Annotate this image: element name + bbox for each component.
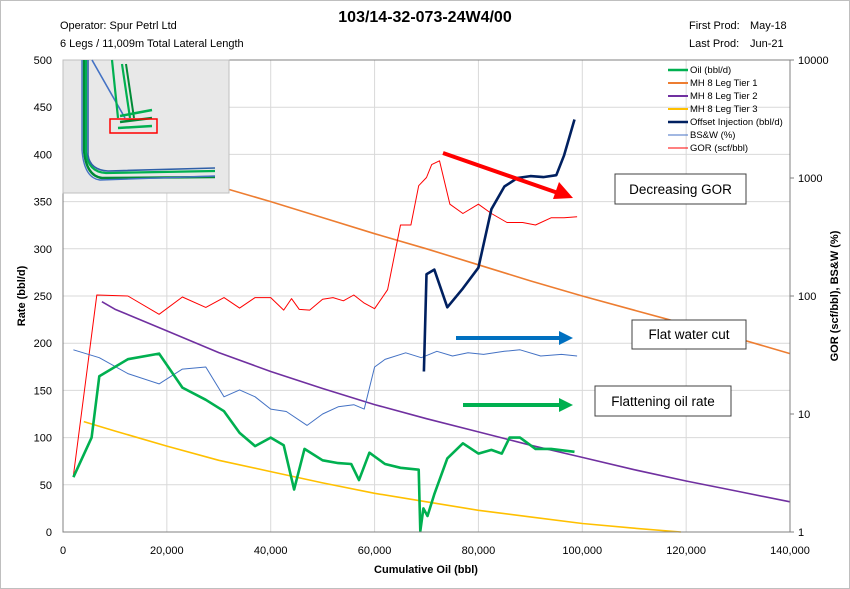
x-axis-label: Cumulative Oil (bbl) (374, 564, 478, 576)
legend-oil: Oil (bbl/d) (690, 65, 731, 76)
legend-injection: Offset Injection (bbl/d) (690, 117, 783, 128)
y2-tick-label: 100 (798, 291, 816, 303)
flattening-oil-text: Flattening oil rate (611, 394, 715, 409)
y-tick-label: 250 (34, 291, 52, 303)
x-tick-label: 20,000 (150, 545, 184, 557)
y2-tick-label: 10000 (798, 55, 829, 67)
y2-axis-label: GOR (scf/bbl), BS&W (%) (829, 230, 841, 361)
last-prod-label: Last Prod: (689, 38, 740, 50)
legend-gor: GOR (scf/bbl) (690, 143, 748, 154)
legend-tier2: MH 8 Leg Tier 2 (690, 91, 758, 102)
operator-label: Operator: Spur Petrl Ltd (60, 20, 177, 32)
series-line-bsw (73, 349, 578, 426)
decreasing-gor-text: Decreasing GOR (629, 182, 732, 197)
y-tick-label: 50 (40, 480, 52, 492)
decreasing-gor-arrowhead (553, 182, 573, 199)
x-tick-label: 120,000 (666, 545, 706, 557)
y-tick-label: 150 (34, 385, 52, 397)
flat-water-cut-note: Flat water cut (631, 319, 747, 350)
well-schematic-inset (62, 59, 230, 194)
series-layer (72, 119, 791, 533)
series-line-tier2 (101, 301, 791, 503)
y-tick-label: 350 (34, 197, 52, 209)
flattening-oil-arrowhead (559, 398, 573, 412)
x-tick-label: 140,000 (770, 545, 810, 557)
last-prod-value: Jun-21 (750, 38, 784, 50)
y-tick-label: 300 (34, 244, 52, 256)
flattening-oil-note: Flattening oil rate (594, 385, 732, 417)
y2-tick-label: 1000 (798, 173, 822, 185)
decreasing-gor-note: Decreasing GOR (614, 173, 747, 205)
y-tick-label: 100 (34, 433, 52, 445)
x-tick-label: 0 (60, 545, 66, 557)
y-axis-label: Rate (bbl/d) (16, 265, 28, 326)
y-tick-label: 0 (46, 527, 52, 539)
first-prod-value: May-18 (750, 20, 787, 32)
chart-title: 103/14-32-073-24W4/00 (338, 9, 512, 26)
y-tick-label: 200 (34, 338, 52, 350)
y2-tick-label: 1 (798, 527, 804, 539)
x-tick-label: 40,000 (254, 545, 288, 557)
legend-tier3: MH 8 Leg Tier 3 (690, 104, 758, 115)
series-line-oil (72, 352, 575, 533)
decreasing-gor-arrow (442, 151, 559, 195)
x-tick-label: 100,000 (562, 545, 602, 557)
first-prod-label: First Prod: (689, 20, 740, 32)
y-tick-label: 400 (34, 149, 52, 161)
series-line-tier3 (83, 420, 681, 533)
flat-water-cut-arrowhead (559, 331, 573, 345)
series-line-injection (422, 119, 576, 372)
x-tick-label: 60,000 (358, 545, 392, 557)
y-tick-label: 450 (34, 102, 52, 114)
y2-tick-label: 10 (798, 409, 810, 421)
legend-tier1: MH 8 Leg Tier 1 (690, 78, 758, 89)
y-tick-label: 500 (34, 55, 52, 67)
legend: Oil (bbl/d) MH 8 Leg Tier 1 MH 8 Leg Tie… (668, 65, 783, 154)
legs-label: 6 Legs / 11,009m Total Lateral Length (60, 38, 244, 50)
x-tick-label: 80,000 (462, 545, 496, 557)
axes: 0 20,000 40,000 60,000 80,000 100,000 120,000 1… (34, 55, 829, 557)
flat-water-cut-text: Flat water cut (648, 327, 729, 342)
series-line-gor (72, 160, 578, 476)
legend-bsw: BS&W (%) (690, 130, 735, 141)
